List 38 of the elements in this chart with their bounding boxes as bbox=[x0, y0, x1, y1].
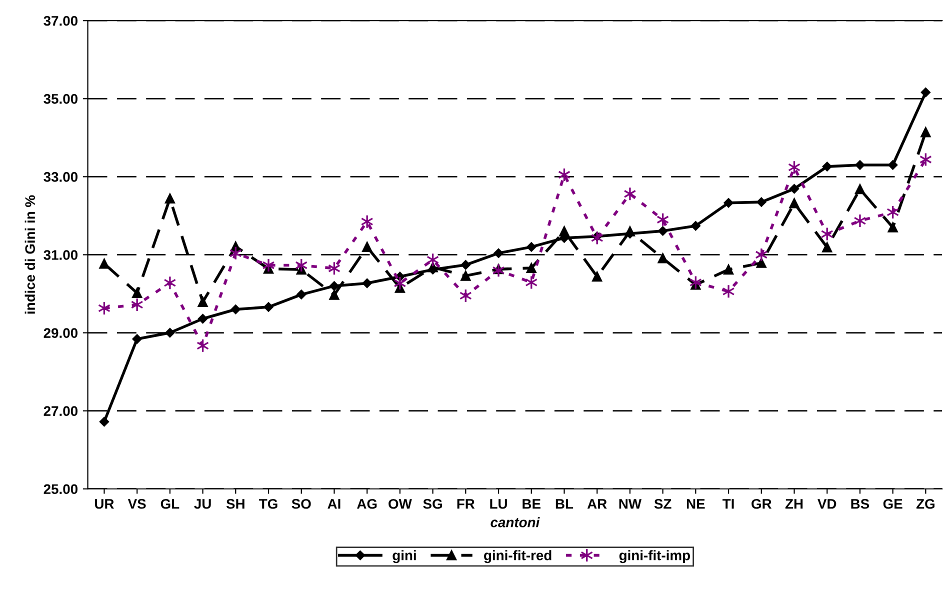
y-tick-label: 27.00 bbox=[44, 406, 78, 416]
y-tick-label: 29.00 bbox=[44, 328, 78, 338]
x-tick-label: NW bbox=[619, 499, 642, 509]
x-tick-label: GL bbox=[160, 498, 180, 509]
x-tick-label: JU bbox=[194, 499, 211, 509]
x-tick-label: TI bbox=[722, 499, 734, 509]
x-tick-label: SG bbox=[423, 498, 442, 509]
x-tick-label: BS bbox=[851, 498, 870, 509]
x-axis-title: cantoni bbox=[490, 517, 540, 528]
x-tick-label: VD bbox=[818, 499, 836, 509]
y-tick-label: 25.00 bbox=[44, 484, 78, 494]
x-tick-label: AG bbox=[357, 498, 377, 509]
y-tick-label: 35.00 bbox=[44, 94, 78, 104]
x-tick-label: AI bbox=[328, 499, 340, 509]
legend-label: gini-fit-imp bbox=[619, 550, 690, 564]
x-tick-label: SO bbox=[292, 498, 311, 509]
x-tick-label: SZ bbox=[654, 498, 672, 509]
legend-label: gini bbox=[392, 550, 416, 564]
x-tick-label: AR bbox=[587, 499, 607, 509]
y-axis-title: indice di Gini in % bbox=[24, 195, 36, 314]
x-tick-label: FR bbox=[457, 499, 475, 509]
y-tick-label: 37.00 bbox=[44, 16, 78, 26]
legend-label: gini-fit-red bbox=[484, 550, 552, 564]
x-tick-label: SH bbox=[226, 498, 244, 509]
x-tick-label: OW bbox=[388, 498, 412, 509]
x-tick-label: BL bbox=[556, 499, 574, 509]
x-tick-label: GE bbox=[883, 498, 902, 509]
y-tick-label: 33.00 bbox=[44, 172, 78, 182]
x-tick-label: UR bbox=[95, 499, 114, 509]
x-tick-label: ZG bbox=[916, 498, 934, 509]
x-tick-label: ZH bbox=[785, 499, 803, 509]
x-tick-label: GR bbox=[752, 498, 772, 509]
x-tick-label: NE bbox=[686, 499, 705, 509]
x-tick-label: BE bbox=[522, 499, 540, 509]
x-tick-label: VS bbox=[128, 498, 146, 509]
y-tick-label: 31.00 bbox=[44, 250, 78, 260]
x-tick-label: TG bbox=[259, 498, 278, 509]
x-tick-label: LU bbox=[490, 499, 507, 509]
